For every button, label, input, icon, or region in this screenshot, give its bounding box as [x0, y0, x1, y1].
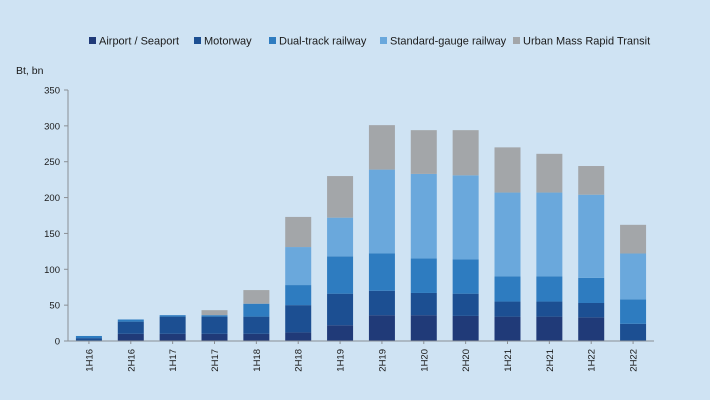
y-tick-label-6: 300 [44, 121, 60, 132]
bar-1H18-series-4 [243, 290, 270, 304]
bar-2H16-series-1 [117, 321, 144, 334]
x-axis: 1H16 2H16 1H17 2H17 1H18 2H18 1H19 2H19 1H20 2H20… [68, 340, 654, 372]
legend-swatch-1 [194, 37, 201, 44]
bar-1H16-series-1 [75, 338, 102, 341]
bar-1H18-series-2 [243, 303, 270, 317]
bar-1H19-series-1 [327, 293, 354, 326]
bar-1H20-series-1 [410, 292, 437, 316]
bar-1H20-series-0 [410, 315, 437, 341]
bar-2H17-series-4 [201, 310, 228, 316]
x-tick-label-2H22: 2H22 [629, 349, 640, 372]
bar-1H22-series-3 [578, 194, 605, 278]
legend-swatch-0 [89, 37, 96, 44]
bar-2H19-series-1 [368, 290, 395, 316]
bar-1H19-series-2 [327, 256, 354, 294]
bar-2H18-series-0 [285, 332, 312, 341]
bar-1H18-series-1 [243, 316, 270, 334]
x-tick-label-1H16: 1H16 [84, 349, 95, 372]
x-tick-label-1H19: 1H19 [336, 349, 347, 372]
bar-1H21-series-4 [494, 147, 521, 193]
bar-2H21-series-1 [536, 301, 563, 317]
x-tick-label-2H16: 2H16 [126, 349, 137, 372]
bar-2H17-series-1 [201, 316, 228, 334]
bar-2H20-series-4 [452, 130, 479, 176]
bar-1H17-series-1 [159, 316, 186, 334]
bar-2H17-series-2 [201, 315, 228, 317]
legend-label-2: Dual-track railway [279, 36, 367, 48]
bar-1H22-series-1 [578, 302, 605, 318]
bar-2H22-series-3 [620, 253, 647, 300]
bar-1H17-series-0 [159, 333, 186, 341]
bar-1H19-series-3 [327, 217, 354, 257]
x-tick-label-2H20: 2H20 [461, 349, 472, 372]
x-tick-label-1H22: 1H22 [587, 349, 598, 372]
bar-2H18-series-2 [285, 285, 312, 306]
bar-2H17-series-0 [201, 333, 228, 341]
bars [75, 125, 647, 341]
x-tick-label-2H19: 2H19 [377, 349, 388, 372]
bar-1H22-series-2 [578, 277, 605, 303]
bar-1H20-series-2 [410, 258, 437, 293]
legend-label-1: Motorway [204, 36, 252, 48]
legend-swatch-3 [380, 37, 387, 44]
y-tick-label-5: 250 [44, 157, 60, 168]
y-tick-label-1: 50 [49, 301, 60, 312]
legend-label-0: Airport / Seaport [99, 36, 179, 48]
bar-1H20-series-4 [410, 130, 437, 174]
bar-2H18-series-4 [285, 216, 312, 248]
bar-1H22-series-4 [578, 166, 605, 195]
y-tick-label-3: 150 [44, 229, 60, 240]
bar-2H21-series-0 [536, 316, 563, 341]
legend: Airport / Seaport Motorway Dual-track rail… [89, 36, 650, 48]
y-tick-label-2: 100 [44, 265, 60, 276]
bar-2H22-series-2 [620, 299, 647, 324]
bar-2H20-series-3 [452, 175, 479, 260]
x-tick-label-1H20: 1H20 [419, 349, 430, 372]
bar-2H19-series-4 [368, 125, 395, 170]
legend-swatch-2 [269, 37, 276, 44]
x-tick-label-2H21: 2H21 [545, 349, 556, 372]
bar-1H22-series-0 [578, 317, 605, 341]
bar-2H18-series-3 [285, 247, 312, 286]
bar-1H21-series-1 [494, 301, 521, 317]
x-tick-label-2H17: 2H17 [210, 349, 221, 372]
bar-1H21-series-0 [494, 316, 521, 341]
bar-2H16-series-0 [117, 333, 144, 341]
bar-2H20-series-1 [452, 293, 479, 316]
bar-2H19-series-3 [368, 169, 395, 254]
bar-2H16-series-2 [117, 319, 144, 322]
bar-1H21-series-2 [494, 276, 521, 302]
y-tick-label-4: 200 [44, 193, 60, 204]
bar-1H19-series-0 [327, 325, 354, 341]
bar-2H19-series-0 [368, 315, 395, 341]
bar-2H21-series-2 [536, 276, 563, 302]
bar-1H21-series-3 [494, 192, 521, 277]
bar-2H22-series-4 [620, 224, 647, 254]
bar-2H22-series-1 [620, 323, 647, 341]
bar-1H19-series-4 [327, 176, 354, 218]
legend-label-4: Urban Mass Rapid Transit [523, 36, 650, 48]
x-tick-label-2H18: 2H18 [294, 349, 305, 372]
x-tick-label-1H18: 1H18 [252, 349, 263, 372]
y-axis: 0 50 100 150 200 250 300 350 [44, 86, 69, 348]
bar-1H16-series-2 [75, 335, 102, 339]
bar-2H20-series-0 [452, 315, 479, 341]
y-axis-label: Bt, bn [16, 65, 44, 77]
legend-swatch-4 [513, 37, 520, 44]
bar-1H17-series-2 [159, 315, 186, 317]
x-tick-label-1H21: 1H21 [503, 349, 514, 372]
legend-label-3: Standard-gauge railway [390, 36, 507, 48]
bar-2H21-series-4 [536, 153, 563, 193]
bar-2H18-series-1 [285, 305, 312, 333]
bar-2H21-series-3 [536, 192, 563, 277]
bar-2H19-series-2 [368, 253, 395, 291]
y-tick-label-7: 350 [44, 86, 60, 97]
y-tick-label-0: 0 [55, 337, 60, 348]
x-tick-label-1H17: 1H17 [168, 349, 179, 372]
bar-2H20-series-2 [452, 259, 479, 294]
bar-1H18-series-0 [243, 333, 270, 341]
bar-1H20-series-3 [410, 173, 437, 259]
